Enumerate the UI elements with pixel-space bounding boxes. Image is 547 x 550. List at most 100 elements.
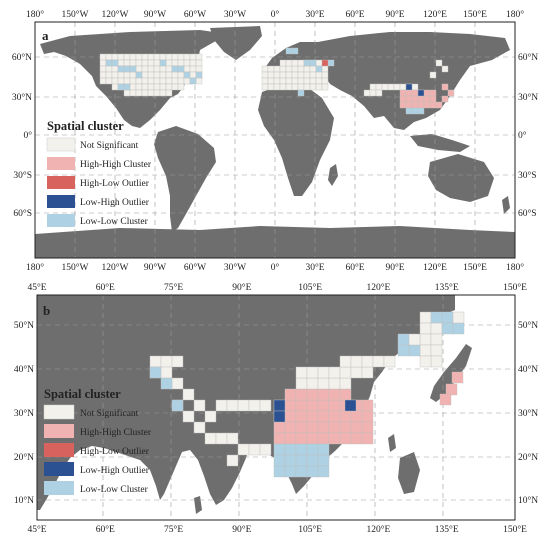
grid-cell-not-significant: [429, 71, 437, 79]
grid-cell-not-significant: [297, 77, 305, 85]
grid-cell-high-high: [306, 432, 319, 445]
grid-cell-not-significant: [183, 59, 191, 67]
panel-a-frame: [34, 21, 516, 259]
grid-cell-not-significant: [279, 65, 287, 73]
grid-cell-not-significant: [309, 65, 317, 73]
grid-cell-not-significant: [159, 77, 167, 85]
grid-cell-low-low: [291, 47, 299, 55]
grid-cell-not-significant: [159, 65, 167, 73]
grid-cell-high-high: [411, 95, 419, 103]
grid-cell-not-significant: [387, 83, 395, 91]
grid-cell-not-significant: [361, 366, 374, 379]
top-tick-label: 150°W: [61, 9, 88, 20]
grid-cell-not-significant: [321, 65, 329, 73]
grid-cell-not-significant: [315, 83, 323, 91]
grid-cell-not-significant: [129, 59, 137, 67]
bottom-tick-label: 90°W: [144, 262, 166, 273]
left-tick-label: 10°N: [14, 495, 34, 506]
grid-cell-not-significant: [195, 65, 203, 73]
grid-cell-not-significant: [153, 65, 161, 73]
grid-cell-not-significant: [261, 65, 269, 73]
panel-b-axis-ticks: 45°E 60°E 75°E 90°E 105°E 120°E 135°E 150°E 45°E…: [14, 282, 538, 535]
right-tick-label: 60°S: [518, 208, 537, 219]
top-tick-label: 90°W: [144, 9, 166, 20]
grid-cell-not-significant: [393, 83, 401, 91]
grid-cell-not-significant: [171, 59, 179, 67]
grid-cell-not-significant: [273, 83, 281, 91]
grid-cell-not-significant: [350, 366, 363, 379]
grid-cell-high-high: [361, 410, 374, 423]
grid-cell-not-significant: [111, 83, 119, 91]
bottom-tick-label: 120°E: [423, 262, 447, 273]
grid-cell-high-high: [451, 371, 464, 384]
grid-cell-high-high: [423, 101, 431, 109]
grid-cell-not-significant: [117, 77, 125, 85]
grid-cell-high-high: [429, 95, 437, 103]
grid-cell-high-high: [328, 421, 341, 434]
grid-cell-not-significant: [141, 65, 149, 73]
grid-cell-low-low: [315, 65, 323, 73]
grid-cell-not-significant: [291, 77, 299, 85]
grid-cell-not-significant: [171, 53, 179, 61]
grid-cell-low-low: [408, 344, 421, 357]
grid-cell-high-high: [339, 410, 352, 423]
grid-cell-not-significant: [123, 71, 131, 79]
new-zealand: [502, 196, 510, 214]
grid-cell-not-significant: [165, 89, 173, 97]
grid-cell-not-significant: [99, 77, 107, 85]
indonesia: [410, 134, 470, 152]
grid-cell-high-high: [339, 421, 352, 434]
grid-cell-not-significant: [452, 311, 465, 324]
grid-cell-not-significant: [306, 366, 319, 379]
panel-b-cluster-cells: [149, 311, 465, 478]
bottom-tick-label: 105°E: [298, 524, 322, 535]
grid-cell-high-high: [317, 432, 330, 445]
grid-cell-low-low: [411, 107, 419, 115]
grid-cell-high-high: [273, 421, 286, 434]
grid-cell-not-significant: [306, 377, 319, 390]
grid-cell-not-significant: [165, 65, 173, 73]
grid-cell-not-significant: [430, 344, 443, 357]
grid-cell-high-high: [361, 432, 374, 445]
panel-b-legend-title: Spatial cluster: [44, 387, 121, 401]
bottom-tick-label: 120°E: [366, 524, 390, 535]
grid-cell-not-significant: [315, 71, 323, 79]
grid-cell-low-low: [195, 71, 203, 79]
grid-cell-low-low: [306, 465, 319, 478]
grid-cell-not-significant: [267, 77, 275, 85]
grid-cell-not-significant: [309, 77, 317, 85]
bottom-tick-label: 150°W: [61, 262, 88, 273]
grid-cell-not-significant: [165, 53, 173, 61]
legend-b-swatch-low-high: [44, 462, 74, 476]
australia: [428, 154, 494, 202]
grid-cell-low-low: [397, 333, 410, 346]
bottom-tick-label: 30°W: [224, 262, 246, 273]
legend-a-label-not-significant: Not Significant: [80, 140, 139, 151]
legend-b-label-low-low: Low-Low Cluster: [80, 485, 149, 495]
grid-cell-not-significant: [295, 377, 308, 390]
bottom-tick-label: 30°E: [305, 262, 324, 273]
grid-cell-not-significant: [259, 443, 272, 456]
grid-cell-not-significant: [117, 59, 125, 67]
bottom-tick-label: 60°W: [184, 262, 206, 273]
greenland: [210, 26, 262, 60]
grid-cell-not-significant: [204, 432, 217, 445]
grid-cell-low-low: [285, 47, 293, 55]
grid-cell-not-significant: [303, 65, 311, 73]
legend-b-swatch-low-low: [44, 481, 74, 495]
grid-cell-not-significant: [165, 59, 173, 67]
grid-cell-not-significant: [189, 65, 197, 73]
grid-cell-low-low: [149, 366, 162, 379]
grid-cell-not-significant: [141, 53, 149, 61]
grid-cell-not-significant: [159, 71, 167, 79]
asia: [318, 32, 510, 130]
bottom-tick-label: 90°E: [385, 262, 404, 273]
grid-cell-not-significant: [248, 443, 261, 456]
grid-cell-not-significant: [147, 71, 155, 79]
panel-a-legend-title: Spatial cluster: [47, 119, 124, 133]
grid-cell-not-significant: [279, 71, 287, 79]
grid-cell-not-significant: [295, 366, 308, 379]
right-tick-label: 40°N: [518, 364, 538, 375]
top-tick-label: 90°E: [232, 282, 251, 293]
grid-cell-not-significant: [321, 83, 329, 91]
